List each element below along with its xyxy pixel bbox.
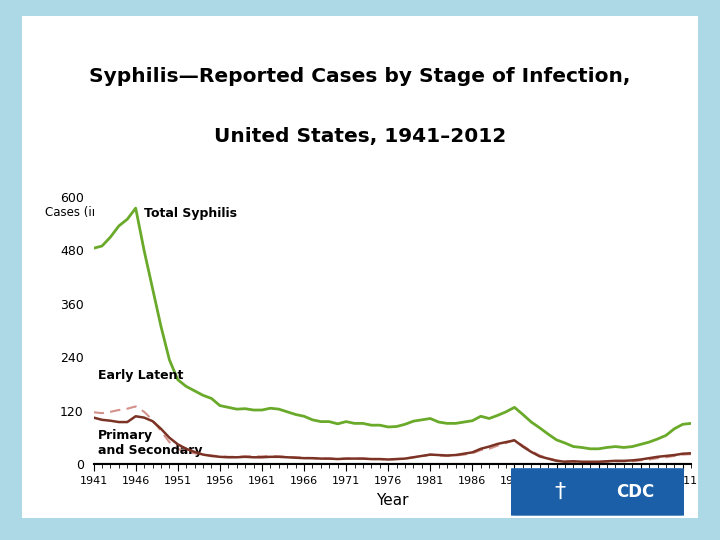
Text: Early Latent: Early Latent xyxy=(98,369,183,382)
Text: United States, 1941–2012: United States, 1941–2012 xyxy=(214,127,506,146)
Text: Total Syphilis: Total Syphilis xyxy=(144,207,237,220)
Text: Cases (in thousands): Cases (in thousands) xyxy=(45,206,169,219)
Text: †: † xyxy=(554,482,565,502)
FancyBboxPatch shape xyxy=(8,6,712,529)
Text: Primary
and Secondary: Primary and Secondary xyxy=(98,429,202,457)
Text: Syphilis—Reported Cases by Stage of Infection,: Syphilis—Reported Cases by Stage of Infe… xyxy=(89,67,631,86)
Text: CDC: CDC xyxy=(616,483,654,501)
FancyBboxPatch shape xyxy=(506,468,689,516)
X-axis label: Year: Year xyxy=(376,493,409,508)
